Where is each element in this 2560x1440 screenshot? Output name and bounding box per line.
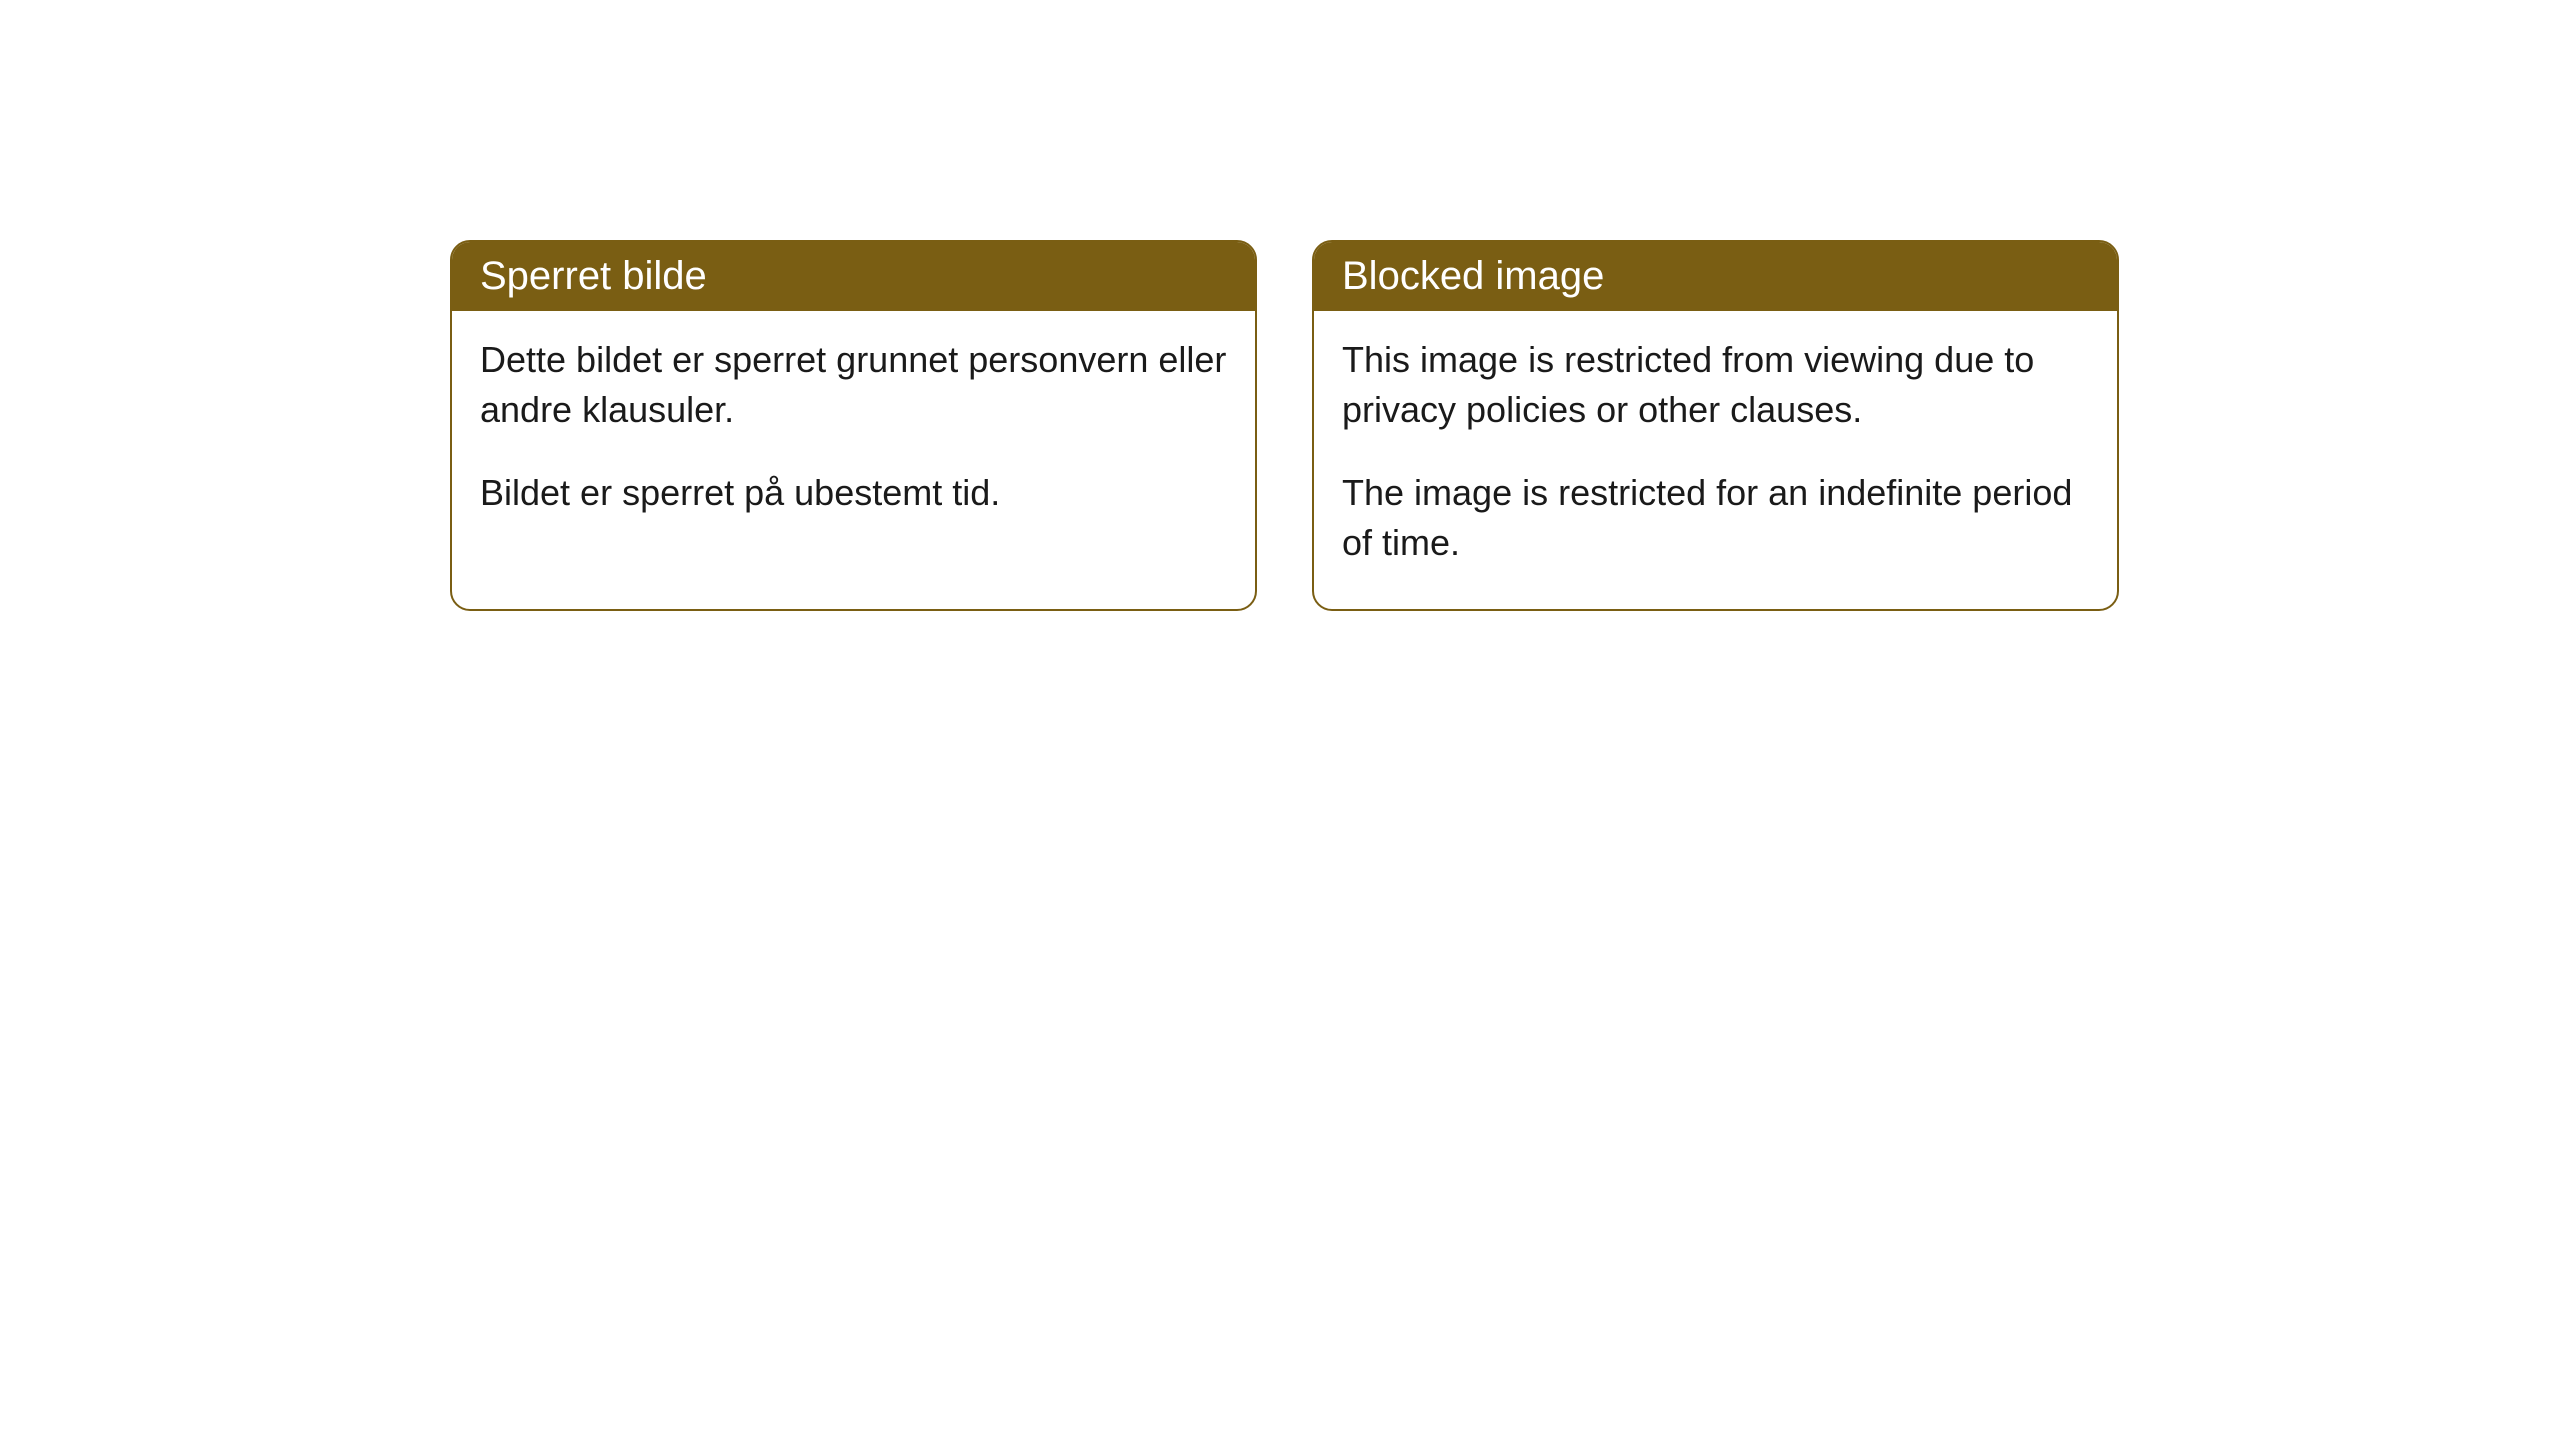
notice-card-norwegian: Sperret bilde Dette bildet er sperret gr… [450, 240, 1257, 611]
card-title: Blocked image [1342, 254, 1604, 298]
card-paragraph: Dette bildet er sperret grunnet personve… [480, 335, 1227, 436]
card-body: Dette bildet er sperret grunnet personve… [452, 311, 1255, 558]
card-paragraph: This image is restricted from viewing du… [1342, 335, 2089, 436]
notice-card-english: Blocked image This image is restricted f… [1312, 240, 2119, 611]
card-paragraph: Bildet er sperret på ubestemt tid. [480, 468, 1227, 518]
card-title: Sperret bilde [480, 254, 707, 298]
notice-container: Sperret bilde Dette bildet er sperret gr… [450, 240, 2119, 611]
card-header: Blocked image [1314, 242, 2117, 311]
card-header: Sperret bilde [452, 242, 1255, 311]
card-paragraph: The image is restricted for an indefinit… [1342, 468, 2089, 569]
card-body: This image is restricted from viewing du… [1314, 311, 2117, 609]
